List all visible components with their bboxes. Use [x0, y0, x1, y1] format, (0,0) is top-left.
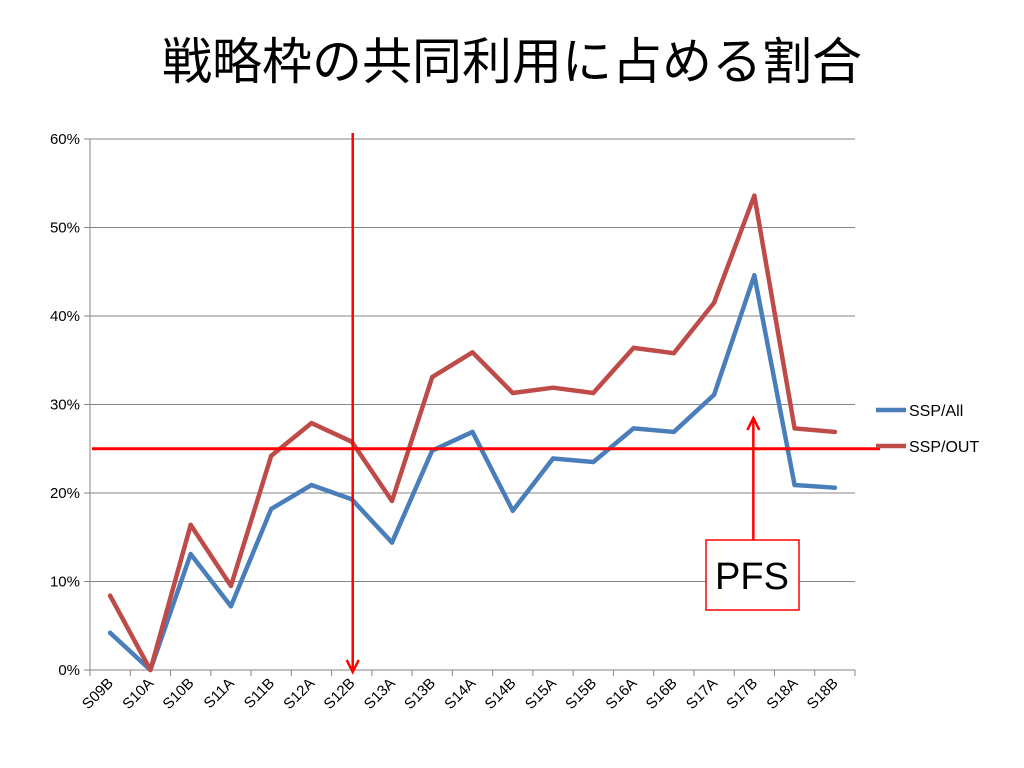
annotations: PFS	[92, 133, 880, 675]
x-tick-label: S11A	[201, 675, 238, 712]
x-tick-label: S13B	[401, 675, 439, 713]
legend-label: SSP/OUT	[909, 439, 979, 456]
data-point	[832, 485, 838, 490]
x-tick-label: S16B	[643, 675, 681, 713]
data-point	[470, 350, 475, 355]
pfs-arrow-head	[746, 415, 761, 431]
data-point	[711, 300, 717, 305]
y-tick-labels: 0% 10% 20% 30% 40% 50% 60%	[50, 131, 80, 679]
x-tick-label: S15B	[562, 675, 600, 713]
x-tick-label: S16A	[602, 675, 640, 713]
y-tick-label: 60%	[50, 131, 80, 148]
data-point	[792, 426, 797, 431]
x-tick-label: S14A	[441, 675, 479, 713]
x-tick-label: S18A	[763, 675, 801, 713]
data-point	[188, 551, 193, 557]
data-point	[631, 426, 636, 431]
data-point	[268, 453, 274, 459]
data-point	[752, 273, 757, 278]
data-point	[510, 508, 515, 513]
y-tick-label: 50%	[50, 220, 80, 237]
gridlines	[90, 138, 855, 582]
x-tick-label: S13A	[361, 675, 399, 713]
data-point	[107, 593, 113, 598]
x-tick-labels: S09B S10A S10B S11A S11B S12A S12B S13A S13B S14A…	[79, 675, 842, 713]
data-point	[631, 345, 636, 351]
chart-title: 戦略枠の共同利用に占める割合	[162, 33, 862, 91]
x-tick-label: S17B	[723, 675, 761, 713]
x-tick-label: S14B	[482, 675, 520, 713]
data-point	[188, 522, 193, 528]
data-point	[107, 630, 113, 636]
series-line-ssp-all	[107, 273, 838, 673]
x-tick-label: S12B	[321, 675, 359, 713]
x-tick-label: S09B	[79, 675, 117, 713]
data-point	[389, 540, 395, 545]
vertical-marker-arrowhead	[345, 659, 360, 675]
data-point	[389, 498, 395, 504]
data-point	[268, 506, 274, 512]
series-lines	[107, 193, 838, 673]
pfs-label-box	[705, 539, 800, 611]
data-point	[550, 456, 556, 461]
data-point	[832, 429, 838, 435]
legend: SSP/All SSP/OUT	[876, 403, 979, 456]
data-point	[228, 604, 234, 609]
pfs-label: PFS	[715, 556, 789, 598]
x-tick-label: S11B	[241, 675, 278, 712]
data-point	[550, 385, 556, 390]
data-point	[752, 193, 757, 198]
y-tick-label: 40%	[50, 308, 80, 325]
data-point	[510, 390, 515, 396]
data-point	[148, 667, 153, 673]
y-tick-label: 10%	[50, 574, 80, 591]
data-point	[470, 429, 475, 435]
x-tick-label: S12A	[280, 675, 318, 713]
x-tick-label: S10B	[160, 675, 198, 713]
data-point	[671, 429, 677, 435]
y-tick-label: 0%	[58, 662, 80, 679]
y-tick-label: 30%	[50, 397, 80, 414]
data-point	[591, 459, 596, 465]
x-tick-label: S15A	[522, 675, 560, 713]
data-point	[309, 482, 314, 488]
data-point	[430, 374, 435, 380]
data-point	[228, 583, 234, 589]
y-tick-label: 20%	[50, 485, 80, 502]
x-tick-label: S18B	[804, 675, 842, 713]
axes	[84, 138, 856, 676]
x-tick-label: S10A	[119, 675, 157, 713]
data-point	[711, 392, 717, 397]
x-tick-label: S17A	[683, 675, 721, 713]
data-point	[671, 350, 677, 356]
data-point	[309, 420, 314, 426]
data-point	[591, 390, 596, 396]
legend-label: SSP/All	[909, 403, 963, 420]
data-point	[792, 482, 797, 488]
